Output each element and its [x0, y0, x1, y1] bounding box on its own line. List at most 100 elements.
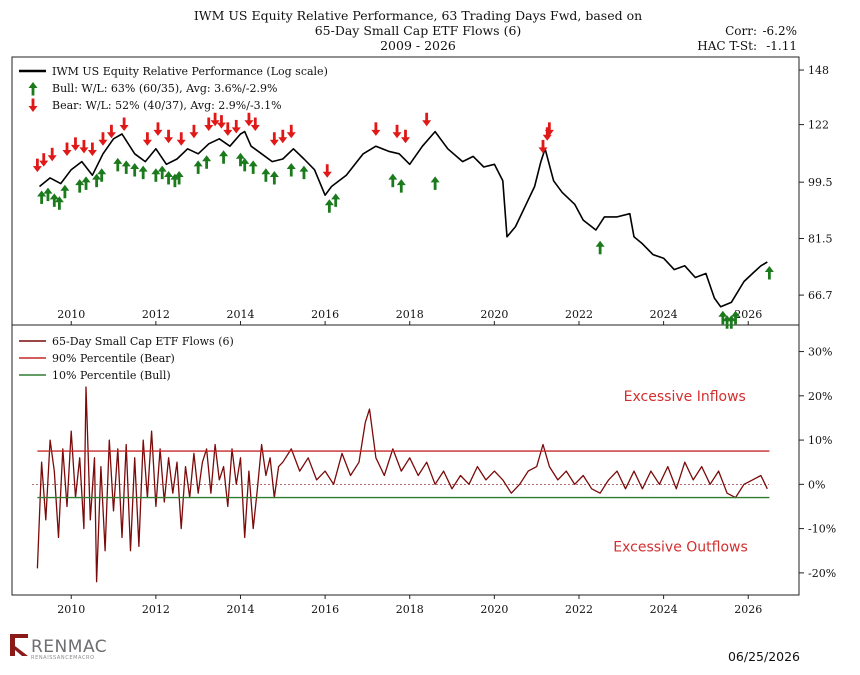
bull-signal-arrow	[324, 199, 334, 213]
bull-signal-arrow	[138, 165, 148, 180]
bull-signal-arrow	[219, 150, 229, 164]
bottom-xtick-label: 2012	[142, 603, 170, 616]
top-xtick-label: 2020	[480, 308, 508, 321]
bear-signal-arrow	[278, 129, 288, 144]
logo-mark-leg	[15, 646, 28, 656]
top-ytick-label: 81.5	[808, 233, 833, 246]
bottom-panel-frame	[11, 324, 800, 596]
bear-signal-arrow	[269, 132, 279, 146]
bull-signal-arrow	[248, 160, 258, 174]
bull-signal-arrow	[60, 184, 70, 199]
bull-signal-arrow	[157, 165, 167, 180]
bottom-xtick-label: 2016	[311, 603, 339, 616]
top-xtick-label: 2022	[565, 308, 593, 321]
bear-signal-arrow	[544, 122, 554, 136]
annotations: Excessive Inflows Excessive Outflows	[613, 389, 748, 555]
bull-signal-arrow	[235, 152, 245, 167]
top-ytick-label: 122	[808, 119, 829, 132]
bull-signal-arrow	[764, 265, 774, 280]
legend-bear-line-label: 90% Percentile (Bear)	[52, 352, 175, 365]
bear-signal-arrow	[70, 137, 80, 151]
bull-signal-arrow	[49, 193, 59, 207]
bull-signal-arrow	[92, 173, 102, 188]
bear-signal-arrow	[250, 117, 260, 132]
bear-signal-arrow	[98, 132, 108, 146]
bull-signal-arrow	[261, 168, 271, 182]
bear-signal-arrow	[401, 129, 410, 144]
tstat-value: -1.11	[766, 39, 797, 53]
flow-series-line	[36, 386, 768, 583]
top-ytick-label: 148	[808, 64, 829, 77]
legend-bull-line-label: 10% Percentile (Bull)	[52, 369, 171, 382]
bear-signal-arrow	[286, 124, 296, 139]
bottom-ytick-label: 20%	[808, 390, 832, 403]
bull-signal-arrow	[388, 173, 398, 188]
signal-arrows	[32, 112, 774, 329]
legend-bear-arrow-icon	[28, 98, 38, 112]
bear-signal-arrow	[164, 129, 174, 144]
top-legend: IWM US Equity Relative Performance (Log …	[19, 65, 328, 112]
bull-signal-arrow	[37, 190, 47, 204]
legend-bear-arrow-shape	[28, 98, 38, 112]
bottom-legend: 65-Day Small Cap ETF Flows (6) 90% Perce…	[19, 335, 234, 382]
bear-signal-arrow	[47, 147, 57, 162]
top-ytick-label: 66.7	[808, 289, 833, 302]
bear-signal-arrow	[371, 122, 381, 136]
chart-title-line-2: 65-Day Small Cap ETF Flows (6)	[315, 23, 522, 38]
chart-title-line-1: IWM US Equity Relative Performance, 63 T…	[194, 8, 642, 23]
bear-signal-arrow	[39, 153, 49, 167]
bull-signal-arrow	[396, 179, 406, 193]
bull-signal-arrow	[731, 310, 741, 325]
bottom-series-group	[36, 386, 770, 583]
bear-signal-arrow	[32, 158, 42, 173]
top-xtick-label: 2018	[396, 308, 424, 321]
annotation-excessive-inflows: Excessive Inflows	[624, 389, 746, 405]
bull-signal-arrow	[97, 168, 107, 182]
bear-signal-arrow	[223, 122, 233, 136]
top-panel-frame	[11, 56, 800, 326]
bear-signal-arrow	[176, 132, 186, 146]
legend-bull-arrow-shape	[28, 82, 38, 96]
logo-mark-top	[15, 634, 28, 638]
bottom-axis-ticks: -20% -10% 0% 10% 20% 30% 2010 2012 2014 2016 2018 2…	[57, 346, 836, 616]
bull-signal-arrow	[286, 163, 296, 177]
annotation-excessive-outflows: Excessive Outflows	[613, 540, 748, 556]
bottom-xtick-label: 2010	[57, 603, 85, 616]
bull-signal-arrow	[121, 160, 131, 174]
bull-signal-arrow	[81, 176, 91, 190]
legend-flow-label: 65-Day Small Cap ETF Flows (6)	[52, 335, 234, 348]
logo-subtext: RENAISSANCEMACRO	[31, 655, 95, 661]
renmac-logo: RENMAC RENAISSANCEMACRO	[10, 634, 107, 661]
bottom-xtick-label: 2022	[565, 603, 593, 616]
corr-value: -6.2%	[762, 24, 797, 38]
bear-signal-arrow	[204, 117, 214, 132]
bear-signal-arrow	[392, 124, 402, 139]
top-xtick-label: 2024	[650, 308, 678, 321]
bottom-xtick-label: 2018	[396, 603, 424, 616]
top-axis-ticks: 66.7 81.5 99.5 122 148 2010 2012 2014 2016 2018 20…	[57, 64, 833, 325]
chart-title-line-3: 2009 - 2026	[380, 38, 456, 53]
bull-signal-arrow	[164, 170, 174, 185]
bull-signal-arrow	[240, 157, 250, 172]
bull-signal-arrow	[54, 196, 64, 210]
bottom-ytick-label: 30%	[808, 346, 832, 359]
bull-signal-arrow	[202, 155, 212, 169]
bottom-ytick-label: 0%	[808, 478, 825, 491]
bull-signal-arrow	[193, 160, 203, 174]
tstat-label: HAC T-St:	[697, 39, 757, 53]
bear-signal-arrow	[231, 119, 241, 134]
top-series-group	[38, 130, 768, 308]
legend-price-label: IWM US Equity Relative Performance (Log …	[52, 65, 328, 78]
footer-date: 06/25/2026	[728, 649, 800, 664]
legend-bull-label: Bull: W/L: 63% (60/35), Avg: 3.6%/-2.9%	[52, 82, 277, 95]
bear-signal-arrow	[322, 164, 332, 178]
bottom-xtick-label: 2024	[650, 603, 678, 616]
bull-signal-arrow	[331, 193, 341, 207]
top-xtick-label: 2012	[142, 308, 170, 321]
bottom-ytick-label: -20%	[808, 567, 836, 580]
bull-signal-arrow	[595, 240, 605, 255]
bull-signal-arrow	[151, 168, 161, 182]
bull-signal-arrow	[43, 187, 53, 202]
bear-signal-arrow	[62, 142, 72, 157]
legend-bear-label: Bear: W/L: 52% (40/37), Avg: 2.9%/-3.1%	[52, 99, 282, 112]
